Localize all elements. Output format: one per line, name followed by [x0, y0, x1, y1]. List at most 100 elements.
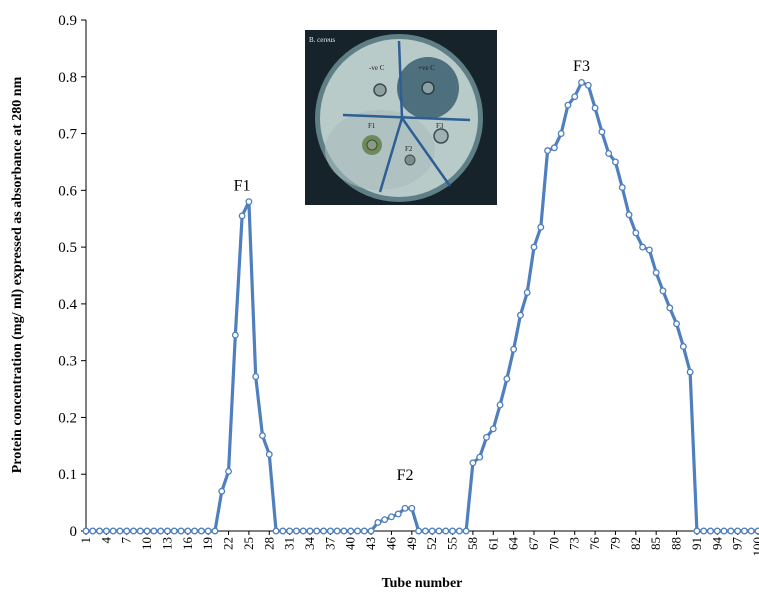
- y-axis-title: Protein concentration (mg/ ml) expressed…: [10, 76, 25, 473]
- data-point: [415, 527, 423, 535]
- data-point: [584, 81, 592, 89]
- data-point: [435, 527, 443, 535]
- data-point: [197, 527, 205, 535]
- x-tick-label: 25: [241, 537, 256, 550]
- data-point: [673, 320, 680, 328]
- data-point: [442, 527, 450, 535]
- data-point: [259, 432, 266, 440]
- data-point: [428, 527, 436, 535]
- x-tick-label: 55: [445, 537, 460, 550]
- data-point: [347, 527, 355, 535]
- data-point: [326, 527, 334, 535]
- data-point: [550, 144, 558, 152]
- data-point: [720, 527, 728, 535]
- data-point: [618, 184, 626, 191]
- data-point: [598, 128, 606, 136]
- divider-line-vertical: [397, 40, 404, 119]
- positive-control-well: [421, 81, 435, 95]
- data-point: [102, 527, 110, 535]
- plate-label-negative-control: -ve C: [369, 64, 385, 72]
- data-point: [191, 527, 199, 535]
- negative-control-well: [373, 83, 387, 97]
- y-tick-label: 0.3: [58, 354, 77, 370]
- data-point: [204, 527, 212, 535]
- y-tick-group: 0 0.1 0.2 0.3 0.4 0.5 0.6 0.7 0.8 0.9: [58, 13, 86, 540]
- x-tick-label: 82: [628, 537, 643, 550]
- x-tick-label: 94: [709, 537, 724, 551]
- f1-well: [366, 139, 378, 151]
- x-tick-label: 100: [750, 537, 759, 557]
- data-point: [591, 104, 599, 112]
- f2-well: [404, 154, 416, 166]
- data-point: [564, 101, 572, 109]
- data-point: [299, 527, 307, 535]
- data-point: [340, 527, 348, 535]
- data-point: [747, 527, 755, 535]
- data-point: [231, 331, 239, 339]
- data-point: [571, 93, 579, 101]
- data-point: [354, 527, 361, 535]
- data-point: [462, 527, 470, 535]
- data-point: [286, 527, 294, 535]
- divider-line-lower-left: [378, 117, 404, 193]
- data-point: [374, 519, 382, 526]
- plate-label-f3: F3: [436, 122, 444, 130]
- data-point: [455, 527, 463, 535]
- x-tick-label: 85: [648, 537, 663, 550]
- y-tick-label: 0.1: [58, 467, 77, 483]
- y-tick-label: 0.5: [58, 240, 77, 256]
- x-tick-label: 10: [139, 537, 154, 550]
- y-tick-label: 0: [70, 524, 78, 540]
- plate-label-positive-control: +ve C: [418, 64, 435, 72]
- data-point: [645, 246, 653, 254]
- x-tick-label: 4: [98, 537, 113, 544]
- data-point: [557, 130, 565, 138]
- x-tick-label: 73: [567, 537, 582, 550]
- agar-plate-photo: B. cereus -ve C +ve C F1 F2 F3: [305, 30, 497, 205]
- x-tick-group: 1 4 7 10 13 16 19 22 25 28 31 34 37 40 43 46 49 52 55 58 61 6…: [78, 531, 759, 557]
- data-point: [612, 158, 619, 166]
- data-point: [510, 345, 518, 353]
- x-tick-label: 64: [506, 537, 521, 551]
- x-tick-label: 58: [465, 537, 480, 550]
- data-point: [530, 243, 538, 251]
- data-point: [360, 527, 368, 535]
- plate-label-f2: F2: [405, 145, 413, 153]
- peak-label: F3: [573, 58, 590, 75]
- plate-label-f1: F1: [368, 122, 376, 130]
- x-tick-label: 34: [302, 537, 317, 551]
- data-point: [483, 433, 490, 441]
- data-point: [632, 229, 640, 237]
- x-tick-label: 52: [424, 537, 439, 550]
- data-point: [157, 527, 165, 535]
- x-axis-title: Tube number: [382, 576, 463, 591]
- data-point: [625, 211, 633, 219]
- data-point: [489, 425, 497, 433]
- data-point: [177, 527, 185, 535]
- data-point: [245, 198, 253, 206]
- data-point: [523, 289, 531, 296]
- data-point: [150, 527, 158, 535]
- divider-line-lower-right: [400, 117, 452, 187]
- x-tick-label: 13: [159, 537, 174, 550]
- x-tick-label: 61: [485, 537, 500, 550]
- data-point: [693, 527, 701, 535]
- data-point: [388, 513, 395, 521]
- data-point: [700, 527, 708, 535]
- y-tick-label: 0.7: [58, 127, 77, 143]
- data-point: [143, 527, 151, 535]
- data-point: [320, 527, 328, 535]
- x-tick-label: 76: [587, 537, 602, 551]
- data-point: [544, 147, 552, 155]
- data-point: [184, 527, 192, 535]
- data-point: [252, 373, 260, 381]
- data-point: [306, 527, 314, 535]
- data-point: [313, 527, 321, 535]
- x-tick-label: 79: [607, 537, 622, 550]
- data-point: [503, 375, 511, 383]
- x-tick-label: 91: [689, 537, 704, 550]
- x-tick-label: 40: [343, 537, 358, 550]
- data-point: [652, 269, 660, 277]
- data-point: [686, 368, 694, 376]
